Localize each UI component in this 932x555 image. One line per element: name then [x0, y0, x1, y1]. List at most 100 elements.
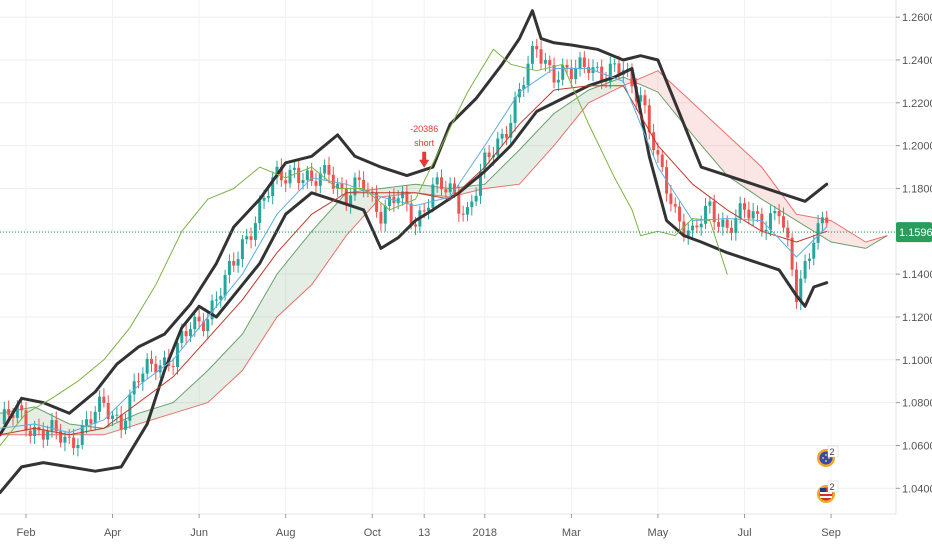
cloud-bullish-segment — [311, 192, 347, 285]
candle-down — [11, 414, 15, 418]
candle-up — [686, 230, 690, 237]
candle-up — [76, 444, 80, 449]
y-tick-label: 1.20000 — [902, 141, 932, 153]
candle-down — [362, 179, 366, 190]
x-tick-label: 2018 — [473, 527, 497, 539]
cloud-bullish-segment — [138, 402, 174, 425]
candle-up — [388, 196, 392, 207]
candle-down — [59, 431, 63, 443]
candle-up — [807, 258, 811, 261]
candle-up — [691, 225, 695, 231]
x-tick-label: Jun — [190, 527, 208, 539]
trade-annotation: -20386 short — [410, 124, 438, 168]
candle-up — [180, 331, 184, 343]
last-price-badge-bg — [896, 222, 932, 243]
candle-up — [513, 97, 517, 123]
candle-down — [284, 180, 288, 184]
ichimoku-cloud — [0, 70, 888, 436]
candle-up — [323, 164, 327, 174]
candle-down — [20, 405, 24, 411]
candle-down — [344, 188, 348, 206]
candle-down — [24, 410, 28, 431]
candle-down — [414, 224, 418, 227]
candle-down — [357, 177, 361, 180]
candle-up — [704, 205, 708, 224]
conversion-line-line — [0, 68, 828, 434]
eu-flag-icon[interactable]: 2 — [817, 445, 839, 467]
candle-down — [647, 105, 651, 133]
candle-up — [699, 223, 703, 228]
candle-up — [773, 211, 777, 214]
candle-down — [310, 170, 314, 182]
time-axis[interactable]: Feb Apr Jun Aug Oct 13 2018 Mar May Jul Sep — [16, 514, 841, 539]
y-tick-label: 1.04000 — [902, 483, 932, 495]
candle-up — [574, 68, 578, 80]
candle-down — [539, 49, 543, 64]
candlesticks — [2, 38, 829, 457]
x-tick-label: Feb — [16, 527, 35, 539]
candle-down — [678, 206, 682, 222]
candle-down — [379, 211, 383, 224]
candle-down — [405, 191, 409, 204]
candle-up — [465, 207, 469, 215]
us-flag-icon[interactable]: 2 — [817, 480, 839, 503]
candle-up — [188, 329, 192, 337]
candle-up — [145, 358, 149, 374]
y-tick-label: 1.18000 — [902, 183, 932, 195]
indicator-lines — [0, 9, 829, 495]
candle-down — [444, 189, 448, 193]
candle-down — [743, 203, 747, 210]
candle-down — [582, 57, 586, 68]
candle-up — [141, 373, 145, 383]
candle-down — [504, 133, 508, 138]
candle-down — [409, 203, 413, 225]
candle-up — [561, 64, 565, 80]
cloud-bearish-segment — [692, 102, 728, 176]
candle-down — [137, 381, 141, 383]
candle-down — [569, 67, 573, 80]
candle-down — [452, 183, 456, 194]
candle-down — [119, 414, 123, 430]
candle-up — [448, 183, 452, 193]
candle-up — [578, 57, 582, 69]
candle-down — [106, 403, 110, 419]
candle-down — [440, 177, 444, 190]
candle-up — [478, 171, 482, 196]
candle-down — [375, 193, 379, 212]
candle-up — [93, 411, 97, 424]
candle-up — [98, 396, 102, 412]
candle-down — [825, 217, 829, 224]
candle-up — [262, 197, 266, 201]
x-tick-label: Oct — [364, 527, 381, 539]
candle-up — [500, 133, 504, 139]
candle-down — [149, 358, 153, 364]
candle-up — [764, 229, 768, 232]
x-tick-label: Mar — [562, 527, 581, 539]
candle-up — [115, 414, 119, 416]
candle-up — [85, 419, 89, 426]
candle-down — [630, 69, 634, 87]
candle-up — [227, 260, 231, 275]
candle-down — [72, 437, 76, 449]
economic-events[interactable]: 2 2 — [817, 445, 839, 503]
candle-up — [401, 191, 405, 199]
price-axis[interactable]: 1.04000 1.06000 1.08000 1.10000 1.12000 1.140… — [896, 12, 932, 495]
cloud-bullish-segment — [173, 370, 208, 414]
candle-up — [474, 195, 478, 202]
candle-down — [89, 419, 93, 424]
candle-up — [63, 436, 67, 443]
candle-down — [366, 189, 370, 192]
candle-down — [279, 166, 283, 181]
candle-down — [197, 316, 201, 322]
cloud-bullish-segment — [242, 274, 278, 371]
candle-down — [717, 222, 721, 227]
candle-up — [496, 138, 500, 156]
candle-up — [2, 409, 6, 425]
candle-down — [154, 363, 158, 373]
candle-up — [288, 169, 292, 184]
cloud-bullish-segment — [519, 113, 555, 185]
candle-up — [530, 45, 534, 64]
candle-down — [790, 237, 794, 270]
candle-up — [353, 177, 357, 196]
